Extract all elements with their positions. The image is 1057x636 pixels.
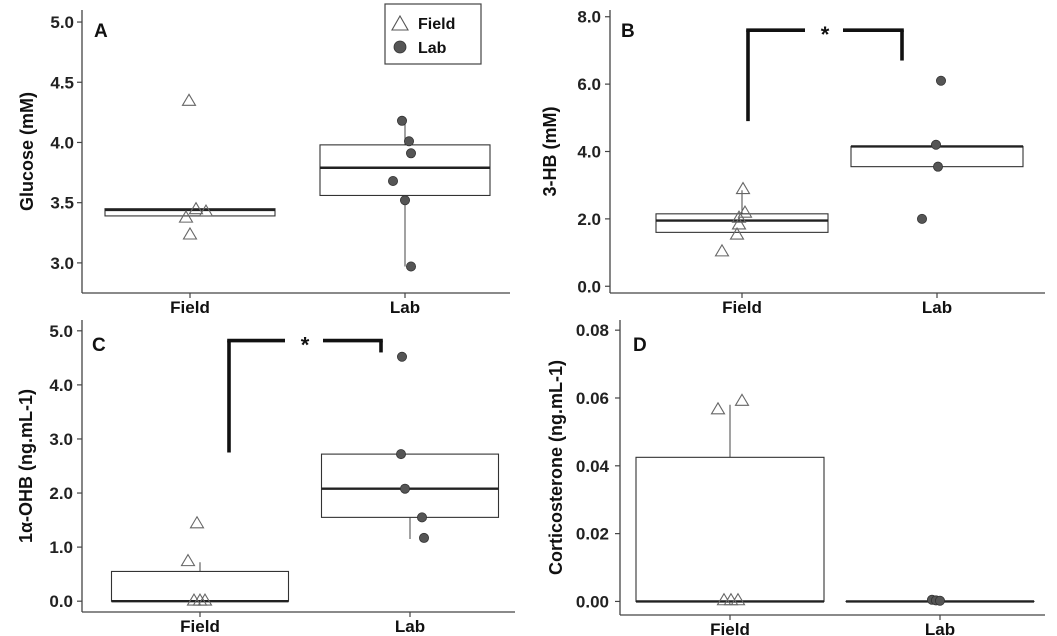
panel-a-x-tick-label-field: Field bbox=[170, 298, 210, 317]
legend-lab-label: Lab bbox=[418, 40, 447, 57]
panel-d-y-axis-label: Corticosterone (ng.mL-1) bbox=[546, 360, 566, 575]
panel-b-point-lab bbox=[931, 139, 942, 150]
panel-b-box-field bbox=[655, 213, 829, 233]
panel-b-y-axis-label: 3-HB (mM) bbox=[540, 107, 560, 197]
panel-d-point-field bbox=[734, 393, 750, 406]
panel-a-letter: A bbox=[94, 21, 108, 42]
panel-d-x-tick-label-field: Field bbox=[710, 620, 750, 636]
panel-a-point-lab bbox=[387, 176, 398, 187]
panel-d-point-field bbox=[723, 592, 739, 606]
panel-a-y-tick-label: 4.5 bbox=[50, 73, 74, 92]
panel-c-point-field bbox=[189, 515, 205, 529]
panel-a-point-field bbox=[198, 204, 214, 217]
panel-d-y-tick-label: 0.08 bbox=[576, 321, 609, 340]
panel-b-y-tick-label: 0.0 bbox=[577, 277, 601, 296]
panel-c-point-lab bbox=[418, 532, 429, 543]
panel-c-point-field bbox=[197, 593, 213, 606]
panel-a-box-lab bbox=[319, 144, 491, 197]
panel-a-y-tick-label: 5.0 bbox=[50, 13, 74, 32]
panel-b-x-tick-label-field: Field bbox=[722, 298, 762, 317]
panel-c-x-tick-label-field: Field bbox=[180, 617, 220, 636]
panel-c-box-lab bbox=[320, 453, 500, 518]
panel-c-x-tick-label-lab: Lab bbox=[395, 617, 425, 636]
panel-a-point-field bbox=[188, 201, 204, 215]
panel-a-point-lab bbox=[396, 115, 407, 126]
panel-a-point-lab bbox=[405, 148, 416, 159]
panel-c-y-tick-label: 1.0 bbox=[49, 538, 73, 557]
panel-a-legend: Field Lab bbox=[384, 3, 482, 65]
panel-a-point-lab bbox=[399, 195, 410, 206]
panel-b-point-field bbox=[731, 210, 747, 223]
panel-b-y-tick-label: 8.0 bbox=[577, 8, 601, 27]
panel-b-point-lab bbox=[933, 161, 944, 172]
panel-c-point-lab bbox=[396, 351, 407, 362]
panel-a-point-lab bbox=[403, 136, 414, 147]
panel-c-point-lab bbox=[416, 512, 427, 523]
panel-d-box-field bbox=[635, 456, 825, 602]
panel-b-y-tick-label: 6.0 bbox=[577, 75, 601, 94]
panel-d-point-field bbox=[716, 592, 732, 606]
panel-a-point-field bbox=[182, 226, 198, 240]
panel-d-y-tick-label: 0.02 bbox=[576, 525, 609, 544]
panel-d-point-field bbox=[710, 401, 726, 415]
panel-c-y-tick-label: 5.0 bbox=[49, 322, 73, 341]
legend-field-triangle-icon bbox=[391, 14, 409, 31]
panel-b-point-field bbox=[737, 205, 753, 218]
panel-d-point-lab bbox=[935, 595, 946, 606]
panel-d-y-tick-label: 0.00 bbox=[576, 592, 609, 611]
panel-d-y-tick-label: 0.04 bbox=[576, 457, 610, 476]
legend-lab-circle-icon bbox=[393, 40, 407, 54]
panel-c-y-tick-label: 3.0 bbox=[49, 430, 73, 449]
panel-d-point-field bbox=[730, 592, 746, 606]
panel-b-point-field bbox=[729, 226, 745, 240]
panel-a-y-tick-label: 3.5 bbox=[50, 194, 74, 213]
panel-a-x-tick-label-lab: Lab bbox=[390, 298, 420, 317]
panel-a-point-lab bbox=[405, 261, 416, 272]
panel-d-x-tick-label-lab: Lab bbox=[925, 620, 955, 636]
legend-box bbox=[384, 3, 482, 65]
panel-b-point-lab bbox=[917, 213, 928, 224]
legend-field-label: Field bbox=[418, 16, 455, 33]
panel-b-point-field bbox=[731, 216, 747, 230]
panel-a: A Field Lab bbox=[81, 3, 510, 294]
panel-b-x-tick-label-lab: Lab bbox=[922, 298, 952, 317]
panel-b-letter: B bbox=[621, 21, 635, 42]
panel-b-y-tick-label: 2.0 bbox=[577, 210, 601, 229]
panel-b-point-field bbox=[714, 243, 730, 257]
panel-c-y-tick-label: 0.0 bbox=[49, 592, 73, 611]
panel-b-point-lab bbox=[936, 75, 947, 86]
panel-b-point-field bbox=[735, 181, 751, 195]
panel-c-point-lab bbox=[399, 483, 410, 494]
panel-a-point-field bbox=[178, 210, 194, 223]
panel-c-box-field bbox=[110, 570, 290, 602]
panel-c-y-tick-label: 4.0 bbox=[49, 376, 73, 395]
panel-d: D bbox=[619, 320, 1045, 616]
panel-c-y-tick-label: 2.0 bbox=[49, 484, 73, 503]
panel-c-point-lab bbox=[395, 449, 406, 460]
panel-a-point-field bbox=[181, 93, 197, 106]
panel-b-significance-star: * bbox=[821, 22, 830, 47]
panel-d-letter: D bbox=[633, 335, 647, 356]
panel-a-y-tick-label: 4.0 bbox=[50, 133, 74, 152]
panel-a-y-axis-label: Glucose (mM) bbox=[17, 92, 37, 211]
panel-c-significance-star: * bbox=[301, 333, 310, 358]
panel-a-y-tick-label: 3.0 bbox=[50, 254, 74, 273]
panel-b: B bbox=[609, 10, 1045, 294]
panel-d-y-tick-label: 0.06 bbox=[576, 389, 609, 408]
panel-c-letter: C bbox=[92, 335, 106, 356]
panel-b-y-tick-label: 4.0 bbox=[577, 143, 601, 162]
panel-c: C bbox=[81, 320, 515, 613]
panel-a-box-field bbox=[104, 208, 276, 217]
panel-c-y-axis-label: 1α-OHB (ng.mL-1) bbox=[16, 389, 36, 543]
panel-c-point-field bbox=[180, 553, 196, 567]
